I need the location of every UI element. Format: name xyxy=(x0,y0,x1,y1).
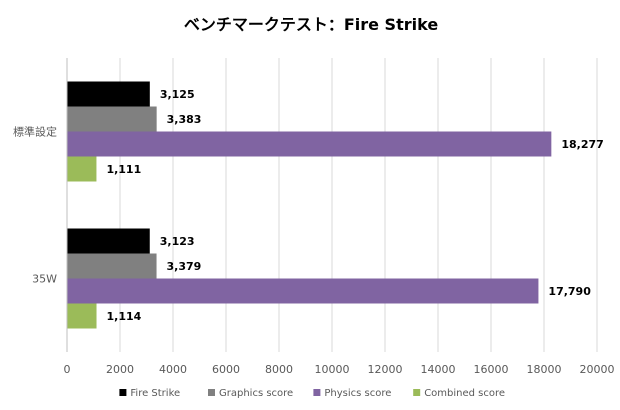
bar xyxy=(67,81,150,107)
x-tick-label: 20000 xyxy=(580,363,615,376)
category-label: 標準設定 xyxy=(13,125,57,139)
legend-label: Combined score xyxy=(424,388,505,399)
bar xyxy=(67,106,157,132)
data-label: 1,114 xyxy=(107,310,142,323)
x-tick-label: 6000 xyxy=(212,363,240,376)
bar xyxy=(67,253,157,279)
legend-label: Fire Strike xyxy=(130,388,180,399)
bar xyxy=(67,303,97,329)
x-tick-label: 18000 xyxy=(527,363,562,376)
bar xyxy=(67,278,539,304)
data-label: 1,111 xyxy=(106,163,141,176)
x-tick-label: 12000 xyxy=(368,363,403,376)
legend-swatch xyxy=(208,389,215,396)
x-tick-label: 0 xyxy=(64,363,71,376)
data-label: 17,790 xyxy=(548,285,591,298)
data-label: 3,379 xyxy=(167,260,202,273)
legend-label: Graphics score xyxy=(219,388,293,399)
bar xyxy=(67,131,552,157)
x-tick-label: 2000 xyxy=(106,363,134,376)
bar xyxy=(67,228,150,254)
x-tick-label: 16000 xyxy=(474,363,509,376)
legend-swatch xyxy=(413,389,421,396)
category-label: 35W xyxy=(32,273,57,286)
axis-layer: 0 2000 4000 6000 8000 10000 12000 14000 16000 180… xyxy=(13,58,615,376)
label-layer: 3,125 3,383 18,277 1,111 3,123 3,379 17,790 1,1… xyxy=(106,88,603,323)
x-tick-label: 10000 xyxy=(315,363,350,376)
legend: Fire Strike Graphics score Physics score Co… xyxy=(119,388,505,399)
legend-swatch xyxy=(313,389,321,396)
x-tick-label: 4000 xyxy=(159,363,187,376)
grid-layer xyxy=(119,58,598,352)
data-label: 3,383 xyxy=(167,113,202,126)
chart-title: ベンチマークテスト：Fire Strike xyxy=(184,15,438,34)
data-label: 3,123 xyxy=(160,235,195,248)
data-label: 18,277 xyxy=(561,138,603,151)
bar-layer xyxy=(67,81,552,329)
legend-swatch xyxy=(119,389,127,396)
x-tick-label: 14000 xyxy=(421,363,456,376)
legend-label: Physics score xyxy=(324,388,391,399)
x-tick-label: 8000 xyxy=(265,363,293,376)
data-label: 3,125 xyxy=(160,88,195,101)
bar xyxy=(67,156,97,182)
